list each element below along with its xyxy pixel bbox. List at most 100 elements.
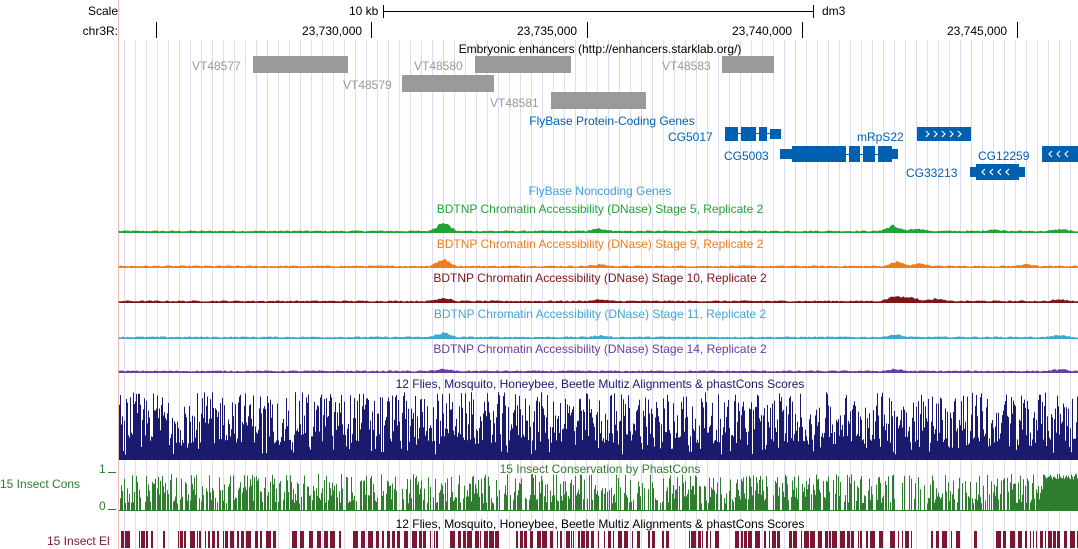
conserved-element xyxy=(125,531,130,548)
enhancer-label[interactable]: VT48581 xyxy=(490,96,539,110)
multiz-bar xyxy=(928,399,929,460)
phastcons-bar xyxy=(195,494,196,511)
enhancer-block[interactable] xyxy=(722,56,774,73)
gene-label[interactable]: CG12259 xyxy=(978,149,1030,163)
multiz-bar xyxy=(978,437,979,460)
phastcons-ymax: 1 xyxy=(99,462,106,476)
multiz-bar xyxy=(535,450,536,460)
enhancer-block[interactable] xyxy=(475,56,571,73)
phastcons-bar xyxy=(620,487,621,511)
phastcons-bar xyxy=(958,488,959,511)
phastcons-bar xyxy=(566,491,567,511)
multiz-bar xyxy=(470,439,471,460)
gene-exon[interactable] xyxy=(741,127,756,141)
enhancer-label[interactable]: VT48580 xyxy=(414,59,463,73)
noncoding-track-title[interactable]: FlyBase Noncoding Genes xyxy=(528,184,672,198)
gene-label[interactable]: CG33213 xyxy=(906,166,958,180)
dnase-stage10-title[interactable]: BDTNP Chromatin Accessibility (DNase) St… xyxy=(433,271,767,285)
conserved-element xyxy=(911,531,912,548)
phastcons-bar xyxy=(523,510,524,511)
gene-exon[interactable] xyxy=(863,146,875,162)
multiz-bar xyxy=(270,399,271,460)
gene-label[interactable]: CG5003 xyxy=(724,149,769,163)
phastcons-bar xyxy=(604,493,605,511)
gene-exon[interactable] xyxy=(792,146,846,162)
phastcons-bar xyxy=(398,510,399,511)
phastcons-bar xyxy=(791,497,792,511)
enhancer-block[interactable] xyxy=(551,92,646,109)
gene-exon[interactable] xyxy=(770,129,781,139)
enhancer-block[interactable] xyxy=(253,56,348,73)
phastcons-bar xyxy=(380,510,381,511)
phastcons-bar xyxy=(499,490,500,511)
elements-side-label[interactable]: 15 Insect El xyxy=(47,534,110,548)
phastcons-bar xyxy=(754,510,755,511)
enhancer-block[interactable] xyxy=(402,75,494,92)
gene-label[interactable]: CG5017 xyxy=(668,130,713,144)
phastcons-bar xyxy=(365,494,366,511)
dnase-stage5-title[interactable]: BDTNP Chromatin Accessibility (DNase) St… xyxy=(436,202,764,216)
phastcons-bar xyxy=(616,474,617,511)
conserved-element xyxy=(648,531,650,548)
enhancers-track-title[interactable]: Embryonic enhancers (http://enhancers.st… xyxy=(458,42,742,56)
multiz-bar xyxy=(1021,395,1022,460)
multiz-bar xyxy=(656,402,657,460)
multiz-bar xyxy=(306,397,307,460)
enhancer-label[interactable]: VT48583 xyxy=(662,59,711,73)
phastcons-bar xyxy=(788,500,789,511)
dnase-stage9-title[interactable]: BDTNP Chromatin Accessibility (DNase) St… xyxy=(436,237,764,251)
gene-exon[interactable] xyxy=(759,127,767,141)
phastcons-bar xyxy=(180,499,181,511)
phastcons-bar xyxy=(568,495,569,511)
multiz-bar xyxy=(959,419,960,460)
multiz-bar xyxy=(690,436,691,460)
phastcons-bar xyxy=(222,489,223,511)
dnase-stage14-title[interactable]: BDTNP Chromatin Accessibility (DNase) St… xyxy=(433,342,767,356)
gene-exon[interactable] xyxy=(878,146,892,162)
phastcons-bar xyxy=(809,477,810,511)
phastcons-bar xyxy=(580,474,581,511)
multiz-bar xyxy=(313,426,314,460)
multiz-bar xyxy=(748,431,749,460)
phastcons-bar xyxy=(851,474,852,511)
phastcons-track-title[interactable]: 15 Insect Conservation by PhastCons xyxy=(499,462,701,476)
gene-exon[interactable] xyxy=(725,127,738,141)
enhancer-label[interactable]: VT48579 xyxy=(343,78,392,92)
gene-exon[interactable] xyxy=(892,149,898,159)
phastcons-bar xyxy=(654,510,655,511)
genes-track-title[interactable]: FlyBase Protein-Coding Genes xyxy=(529,114,695,128)
phastcons-bar xyxy=(455,497,456,511)
multiz-bar xyxy=(803,440,804,460)
multiz-bar xyxy=(734,401,735,460)
dnase-stage11-title[interactable]: BDTNP Chromatin Accessibility (DNase) St… xyxy=(433,307,767,321)
phastcons-bar xyxy=(669,478,670,511)
gene-exon[interactable] xyxy=(970,167,976,177)
elements-track-title[interactable]: 12 Flies, Mosquito, Honeybee, Beetle Mul… xyxy=(395,517,805,531)
phastcons-side-label[interactable]: 15 Insect Cons xyxy=(0,477,81,491)
enhancer-label[interactable]: VT48577 xyxy=(192,59,241,73)
phastcons-bar xyxy=(414,510,415,511)
conserved-element xyxy=(586,531,589,548)
phastcons-bar xyxy=(203,495,204,511)
multiz-bar xyxy=(888,423,889,460)
gene-label[interactable]: mRpS22 xyxy=(857,130,904,144)
phastcons-bar xyxy=(1070,479,1071,511)
gene-exon[interactable] xyxy=(1042,146,1078,162)
phastcons-bar xyxy=(138,510,139,511)
gene-exon[interactable] xyxy=(917,127,971,141)
multiz-bar xyxy=(744,410,745,460)
gene-exon[interactable] xyxy=(849,146,860,162)
phastcons-bar xyxy=(1044,475,1045,511)
multiz-bar xyxy=(492,434,493,460)
multiz-bar xyxy=(1046,446,1047,460)
multiz-bar xyxy=(382,397,383,460)
phastcons-bar xyxy=(1034,498,1035,511)
multiz-bar xyxy=(1009,446,1010,460)
phastcons-bar xyxy=(796,487,797,511)
gene-exon[interactable] xyxy=(780,149,792,159)
gene-exon[interactable] xyxy=(1019,167,1025,177)
conserved-element xyxy=(735,531,739,548)
multiz-track-title[interactable]: 12 Flies, Mosquito, Honeybee, Beetle Mul… xyxy=(395,377,805,391)
multiz-bar xyxy=(358,441,359,460)
